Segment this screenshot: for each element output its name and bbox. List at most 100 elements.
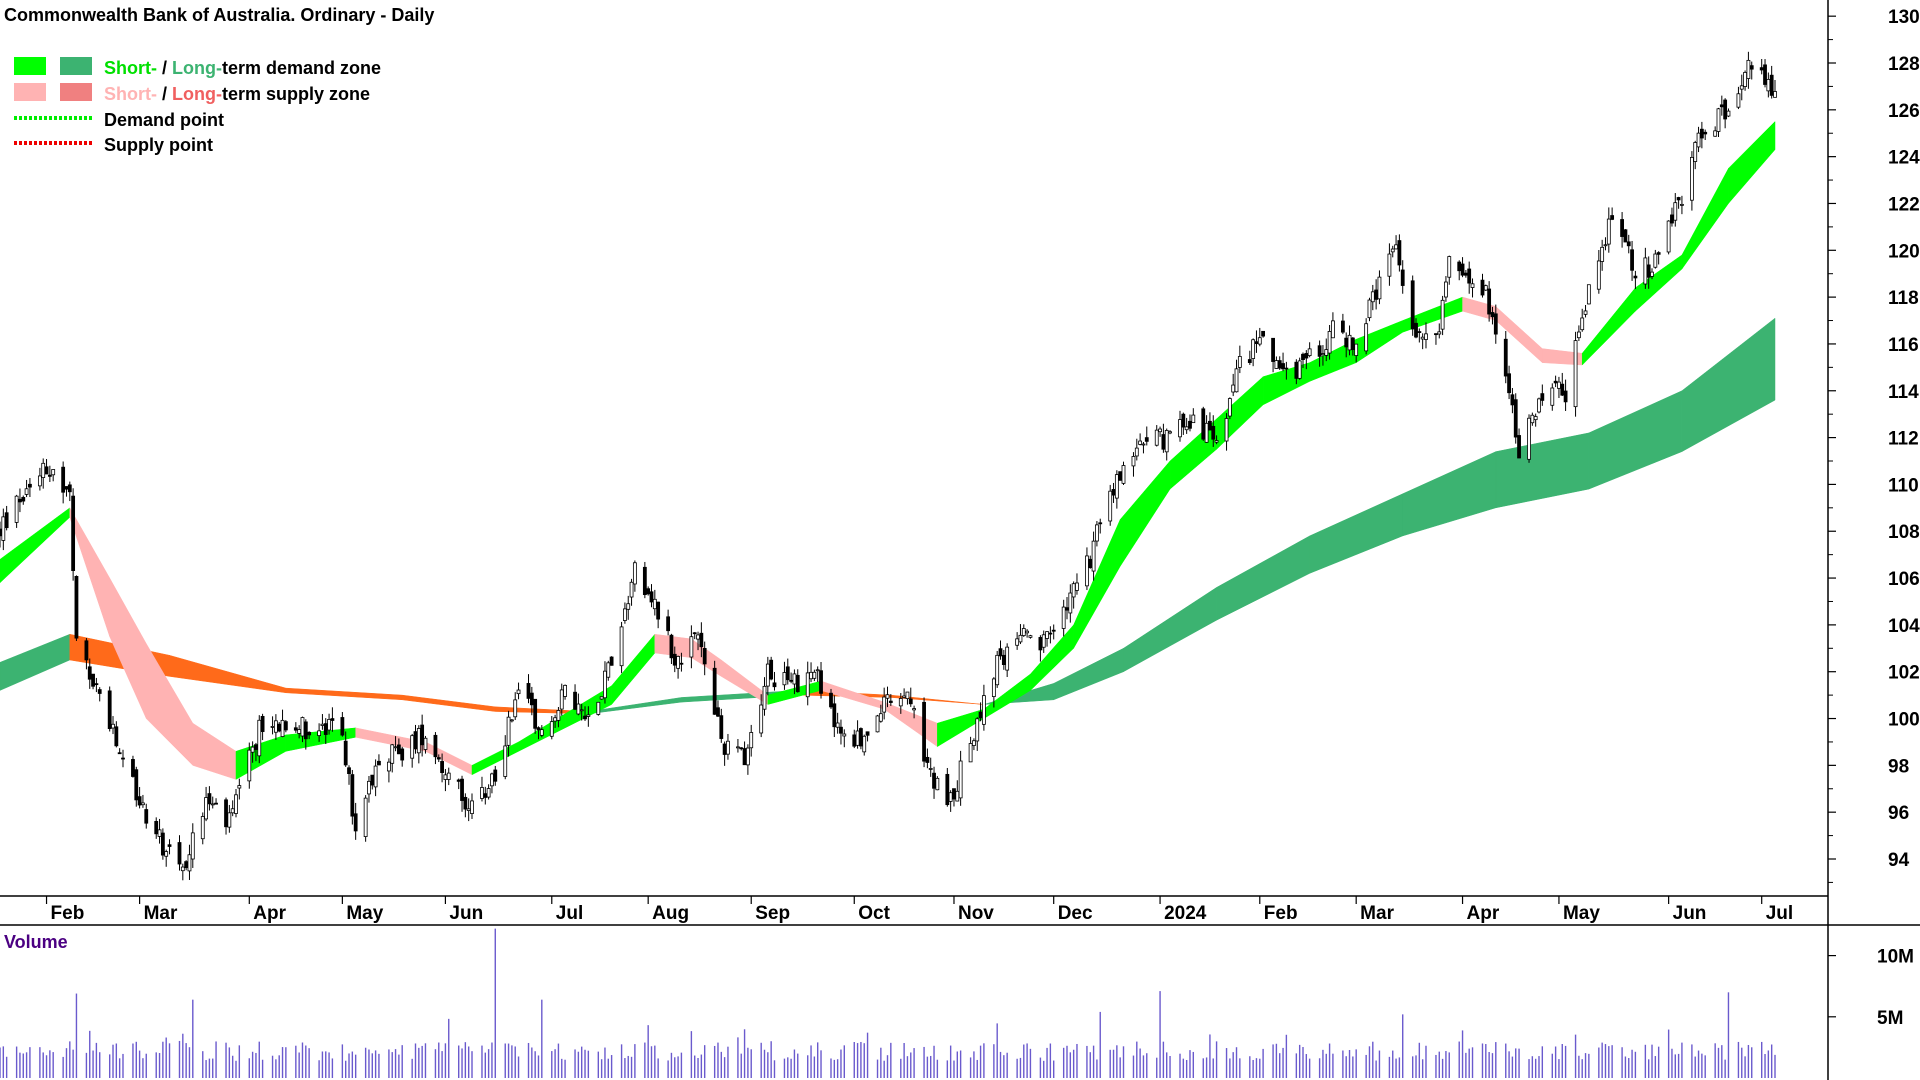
candle-body xyxy=(200,816,205,840)
candle-body xyxy=(353,813,358,832)
candle-body xyxy=(609,656,614,666)
candle-body xyxy=(94,683,99,686)
candle-body xyxy=(456,779,461,782)
candle-body xyxy=(898,698,903,707)
candle-body xyxy=(1633,275,1638,279)
candle-body xyxy=(716,707,720,717)
candle-body xyxy=(1068,592,1073,614)
candle-body xyxy=(632,562,637,585)
candle-body xyxy=(1726,110,1731,117)
candle-body xyxy=(1576,331,1581,339)
candle-body xyxy=(1237,356,1242,368)
candle-body xyxy=(928,768,933,770)
candle-body xyxy=(676,656,680,669)
candle-body xyxy=(762,685,767,710)
price-tick-label: 126 xyxy=(1888,101,1920,122)
price-tick-label: 114 xyxy=(1888,382,1919,403)
candle-body xyxy=(905,691,910,699)
date-tick-label: Dec xyxy=(1058,903,1093,924)
candle-body xyxy=(1021,628,1026,636)
candle-body xyxy=(652,598,657,610)
candle-body xyxy=(1676,197,1681,201)
candle-body xyxy=(1247,359,1252,363)
candle-body xyxy=(1344,337,1349,348)
candle-body xyxy=(533,698,538,729)
candle-body xyxy=(855,730,860,746)
candle-body xyxy=(1703,131,1708,135)
candle-body xyxy=(486,788,491,798)
candle-body xyxy=(1530,414,1535,424)
candle-body xyxy=(260,716,265,732)
short-term-zone xyxy=(0,120,1776,780)
candle-body xyxy=(679,662,684,665)
legend-demand-zone: Short- / Long-term demand zone xyxy=(104,58,381,78)
candle-body xyxy=(1766,78,1771,92)
candle-body xyxy=(1111,489,1116,496)
candle-body xyxy=(121,757,125,760)
candle-body xyxy=(91,673,95,687)
candle-body xyxy=(576,703,581,715)
candle-body xyxy=(37,475,42,487)
candle-body xyxy=(1527,417,1531,460)
candle-body xyxy=(888,700,893,703)
legend-long-demand-swatch xyxy=(60,57,92,75)
date-tick-label: Feb xyxy=(51,903,85,924)
candle-body xyxy=(1699,128,1704,139)
date-tick-label: Mar xyxy=(1360,903,1394,924)
candle-body xyxy=(955,790,960,802)
candle-body xyxy=(1470,283,1475,288)
candle-body xyxy=(4,512,9,529)
candle-body xyxy=(373,765,378,788)
candle-body xyxy=(696,634,700,640)
candle-body xyxy=(1018,634,1023,643)
candle-body xyxy=(649,591,654,603)
candle-body xyxy=(207,793,212,805)
legend-short-supply-swatch xyxy=(14,83,46,101)
candle-body xyxy=(1600,246,1605,262)
date-tick-label: May xyxy=(1563,903,1600,924)
price-tick-label: 94 xyxy=(1888,850,1910,871)
candle-body xyxy=(67,484,72,493)
candle-body xyxy=(224,799,228,828)
price-tick-label: 118 xyxy=(1888,288,1919,309)
price-tick-label: 104 xyxy=(1888,616,1920,637)
candle-body xyxy=(1118,471,1123,481)
candle-body xyxy=(1463,272,1468,276)
candle-body xyxy=(470,800,474,814)
candle-body xyxy=(1095,524,1099,542)
candle-body xyxy=(0,528,2,537)
candle-body xyxy=(347,767,351,774)
candle-body xyxy=(1517,435,1521,459)
price-tick-label: 130 xyxy=(1888,7,1920,28)
candle-body xyxy=(74,576,79,639)
candle-body xyxy=(47,474,52,477)
candle-body xyxy=(230,808,235,814)
candle-body xyxy=(839,726,843,734)
candle-body xyxy=(553,717,558,722)
candle-body xyxy=(1620,219,1624,237)
candle-body xyxy=(623,608,627,621)
candle-body xyxy=(1168,431,1172,434)
candle-body xyxy=(692,632,697,635)
candle-body xyxy=(1158,428,1162,433)
candle-body xyxy=(164,851,169,857)
candle-body xyxy=(247,749,252,782)
candle-body xyxy=(1596,260,1601,290)
candle-body xyxy=(157,829,162,837)
candle-body xyxy=(726,740,730,755)
date-tick-label: Jun xyxy=(449,903,483,924)
candle-body xyxy=(789,679,794,682)
candle-body xyxy=(1507,373,1511,394)
candle-body xyxy=(759,704,764,734)
candle-body xyxy=(307,731,312,736)
candle-body xyxy=(297,729,302,734)
candle-body xyxy=(1606,218,1611,245)
candle-body xyxy=(134,769,139,801)
volume-tick-label: 10M xyxy=(1877,947,1914,968)
candle-body xyxy=(809,671,813,680)
candle-body xyxy=(107,690,112,730)
candle-body xyxy=(1773,91,1777,98)
candle-body xyxy=(1719,104,1724,108)
candle-body xyxy=(1131,456,1136,467)
candle-body xyxy=(1211,425,1216,440)
